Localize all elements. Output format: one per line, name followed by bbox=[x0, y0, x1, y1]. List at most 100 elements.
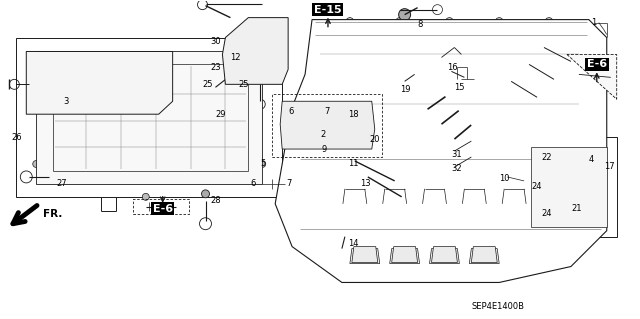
Text: 7: 7 bbox=[286, 179, 292, 189]
Circle shape bbox=[367, 126, 377, 136]
Polygon shape bbox=[431, 247, 458, 263]
Text: 26: 26 bbox=[12, 133, 22, 142]
Text: 11: 11 bbox=[348, 160, 358, 168]
Text: SEP4E1400B: SEP4E1400B bbox=[471, 302, 524, 311]
Polygon shape bbox=[531, 147, 607, 227]
Text: 8: 8 bbox=[417, 20, 423, 29]
Polygon shape bbox=[36, 51, 262, 184]
Text: 16: 16 bbox=[447, 63, 458, 72]
Circle shape bbox=[33, 160, 40, 167]
Circle shape bbox=[410, 256, 415, 261]
Circle shape bbox=[468, 122, 474, 128]
Circle shape bbox=[394, 256, 399, 261]
Circle shape bbox=[142, 193, 149, 200]
Polygon shape bbox=[471, 247, 497, 263]
Text: 23: 23 bbox=[211, 63, 221, 72]
Text: 28: 28 bbox=[211, 196, 221, 205]
Text: 7: 7 bbox=[324, 107, 330, 116]
Text: 9: 9 bbox=[322, 145, 327, 153]
Circle shape bbox=[366, 108, 378, 120]
Circle shape bbox=[460, 72, 469, 82]
Text: 13: 13 bbox=[360, 179, 371, 189]
Bar bbox=[521, 137, 617, 237]
Circle shape bbox=[559, 179, 575, 195]
Polygon shape bbox=[392, 247, 417, 263]
Text: 25: 25 bbox=[238, 80, 249, 89]
Circle shape bbox=[595, 170, 603, 178]
Circle shape bbox=[495, 18, 503, 26]
Circle shape bbox=[285, 124, 295, 134]
Circle shape bbox=[399, 75, 411, 87]
Text: 3: 3 bbox=[63, 97, 68, 106]
Text: 31: 31 bbox=[451, 150, 462, 159]
Circle shape bbox=[339, 231, 351, 243]
Circle shape bbox=[355, 256, 359, 261]
Text: 2: 2 bbox=[320, 130, 325, 139]
Circle shape bbox=[434, 256, 439, 261]
Polygon shape bbox=[275, 19, 607, 282]
Text: 24: 24 bbox=[541, 209, 552, 218]
Text: 6: 6 bbox=[288, 107, 294, 116]
Polygon shape bbox=[390, 249, 420, 263]
Text: FR.: FR. bbox=[44, 209, 63, 219]
Text: 17: 17 bbox=[604, 162, 614, 172]
Circle shape bbox=[474, 256, 479, 261]
Text: 14: 14 bbox=[348, 239, 358, 248]
Circle shape bbox=[595, 95, 603, 103]
Text: 1: 1 bbox=[591, 18, 596, 27]
Text: 12: 12 bbox=[230, 53, 241, 62]
Text: 24: 24 bbox=[531, 182, 541, 191]
Circle shape bbox=[595, 210, 603, 218]
Polygon shape bbox=[469, 249, 499, 263]
Text: 32: 32 bbox=[451, 165, 462, 174]
Circle shape bbox=[595, 215, 603, 223]
Circle shape bbox=[449, 162, 460, 172]
Text: 19: 19 bbox=[399, 85, 410, 94]
Text: 4: 4 bbox=[589, 154, 594, 164]
Circle shape bbox=[371, 256, 375, 261]
Circle shape bbox=[595, 130, 603, 138]
Text: 29: 29 bbox=[216, 110, 226, 119]
Text: 20: 20 bbox=[370, 135, 380, 144]
Circle shape bbox=[533, 215, 541, 223]
Circle shape bbox=[396, 18, 404, 26]
Text: 30: 30 bbox=[211, 37, 221, 46]
Circle shape bbox=[350, 102, 360, 112]
Circle shape bbox=[259, 160, 266, 167]
Circle shape bbox=[52, 173, 60, 181]
Circle shape bbox=[202, 190, 209, 198]
Text: 22: 22 bbox=[541, 152, 552, 161]
Circle shape bbox=[449, 52, 460, 63]
Text: 6: 6 bbox=[250, 179, 255, 189]
Text: 18: 18 bbox=[348, 110, 358, 119]
Text: 10: 10 bbox=[499, 174, 509, 183]
Text: 25: 25 bbox=[202, 80, 213, 89]
Circle shape bbox=[443, 94, 448, 99]
Text: 21: 21 bbox=[571, 204, 581, 213]
Polygon shape bbox=[567, 55, 617, 99]
Text: E-6: E-6 bbox=[152, 204, 173, 214]
Circle shape bbox=[399, 9, 411, 21]
Text: 5: 5 bbox=[260, 160, 266, 168]
Polygon shape bbox=[350, 249, 380, 263]
Circle shape bbox=[350, 124, 360, 134]
Circle shape bbox=[456, 108, 461, 113]
Polygon shape bbox=[280, 101, 375, 149]
Circle shape bbox=[33, 68, 40, 75]
Circle shape bbox=[545, 18, 553, 26]
Bar bbox=[17, 38, 282, 197]
Text: E-15: E-15 bbox=[314, 5, 342, 15]
Circle shape bbox=[595, 153, 603, 161]
Circle shape bbox=[316, 119, 328, 131]
Polygon shape bbox=[429, 249, 460, 263]
Circle shape bbox=[490, 256, 495, 261]
Circle shape bbox=[346, 18, 354, 26]
Circle shape bbox=[445, 18, 453, 26]
Text: 27: 27 bbox=[56, 179, 67, 189]
Circle shape bbox=[450, 256, 455, 261]
Circle shape bbox=[449, 146, 460, 156]
Polygon shape bbox=[26, 51, 173, 114]
Polygon shape bbox=[352, 247, 378, 263]
Circle shape bbox=[533, 153, 541, 161]
Circle shape bbox=[595, 56, 603, 63]
